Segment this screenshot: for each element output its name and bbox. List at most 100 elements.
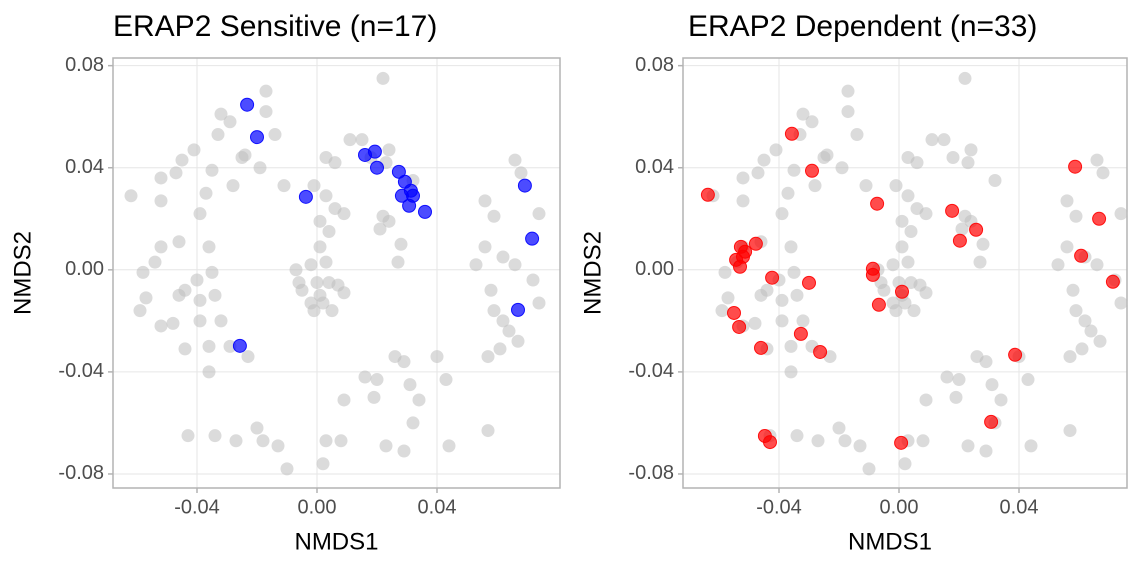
point bbox=[532, 296, 546, 310]
point bbox=[439, 373, 453, 387]
point bbox=[187, 143, 201, 157]
point bbox=[787, 265, 801, 279]
point bbox=[322, 225, 336, 239]
x-tick-label: 0.00 bbox=[880, 496, 919, 518]
point bbox=[700, 187, 715, 202]
point bbox=[394, 188, 409, 203]
point bbox=[181, 429, 195, 443]
point bbox=[373, 222, 387, 236]
point bbox=[478, 194, 492, 208]
point bbox=[310, 276, 324, 290]
point bbox=[124, 189, 138, 203]
point bbox=[808, 179, 822, 193]
point bbox=[316, 296, 330, 310]
point bbox=[358, 370, 372, 384]
point bbox=[820, 148, 834, 162]
point bbox=[190, 273, 204, 287]
point bbox=[988, 173, 1002, 187]
point bbox=[223, 115, 237, 129]
y-tick-label: 0.04 bbox=[65, 156, 104, 178]
point bbox=[136, 265, 150, 279]
y-axis-label: NMDS2 bbox=[579, 231, 606, 315]
point bbox=[841, 105, 855, 119]
point bbox=[202, 339, 216, 353]
y-tick-label: 0.04 bbox=[635, 156, 674, 178]
point bbox=[952, 373, 966, 387]
point bbox=[1078, 314, 1092, 328]
point bbox=[214, 314, 228, 328]
point bbox=[769, 143, 783, 157]
point bbox=[250, 130, 264, 145]
point bbox=[964, 143, 978, 157]
point bbox=[754, 340, 768, 355]
point bbox=[1024, 439, 1038, 453]
point bbox=[757, 153, 771, 167]
point bbox=[148, 255, 162, 269]
y-tick-label: -0.08 bbox=[628, 462, 674, 484]
y-tick-label: -0.04 bbox=[628, 360, 674, 382]
point bbox=[205, 265, 219, 279]
point bbox=[1084, 324, 1098, 338]
point bbox=[178, 342, 192, 356]
point bbox=[940, 370, 954, 384]
y-axis-label: NMDS2 bbox=[9, 231, 36, 315]
point bbox=[718, 265, 732, 279]
point bbox=[733, 259, 747, 274]
plot-frame bbox=[682, 57, 1128, 489]
point bbox=[487, 304, 501, 318]
point bbox=[763, 435, 777, 450]
point bbox=[223, 339, 237, 353]
point bbox=[259, 84, 273, 98]
point bbox=[901, 255, 915, 269]
point bbox=[736, 171, 750, 185]
point bbox=[751, 166, 765, 180]
point bbox=[841, 84, 855, 98]
point bbox=[337, 393, 351, 407]
point bbox=[403, 378, 417, 392]
point bbox=[397, 355, 411, 369]
point bbox=[316, 457, 330, 471]
point bbox=[532, 207, 546, 221]
y-tick-label: 0.00 bbox=[635, 258, 674, 280]
panel: ERAP2 Dependent (n=33) NMDS1 NMDS2 -0.04 0.0… bbox=[579, 10, 1128, 555]
point bbox=[313, 214, 327, 228]
point bbox=[955, 222, 969, 236]
y-tick-label: 0.00 bbox=[65, 258, 104, 280]
point bbox=[307, 179, 321, 193]
point bbox=[139, 291, 153, 305]
point bbox=[376, 71, 390, 85]
point bbox=[796, 107, 810, 121]
point bbox=[895, 284, 909, 299]
point bbox=[250, 421, 264, 435]
point bbox=[241, 350, 255, 364]
point bbox=[481, 424, 495, 438]
point bbox=[154, 171, 168, 185]
point bbox=[514, 166, 528, 180]
point bbox=[496, 314, 510, 328]
point bbox=[280, 462, 294, 476]
point bbox=[133, 304, 147, 318]
point bbox=[319, 434, 333, 448]
point bbox=[1114, 207, 1128, 221]
point bbox=[1105, 274, 1120, 289]
point bbox=[304, 258, 318, 272]
x-axis-label: NMDS1 bbox=[848, 528, 932, 555]
point bbox=[370, 373, 384, 387]
chart-title: ERAP2 Dependent (n=33) bbox=[688, 10, 1037, 43]
point bbox=[328, 156, 342, 170]
point bbox=[412, 393, 426, 407]
point bbox=[418, 204, 432, 219]
point bbox=[226, 179, 240, 193]
x-axis-label: NMDS1 bbox=[294, 528, 378, 555]
point bbox=[976, 237, 990, 251]
point bbox=[994, 393, 1008, 407]
point bbox=[850, 128, 864, 142]
point bbox=[178, 283, 192, 297]
point bbox=[835, 161, 849, 175]
point bbox=[1096, 166, 1110, 180]
point bbox=[313, 240, 327, 254]
point bbox=[790, 288, 804, 302]
point bbox=[208, 288, 222, 302]
point bbox=[379, 439, 393, 453]
